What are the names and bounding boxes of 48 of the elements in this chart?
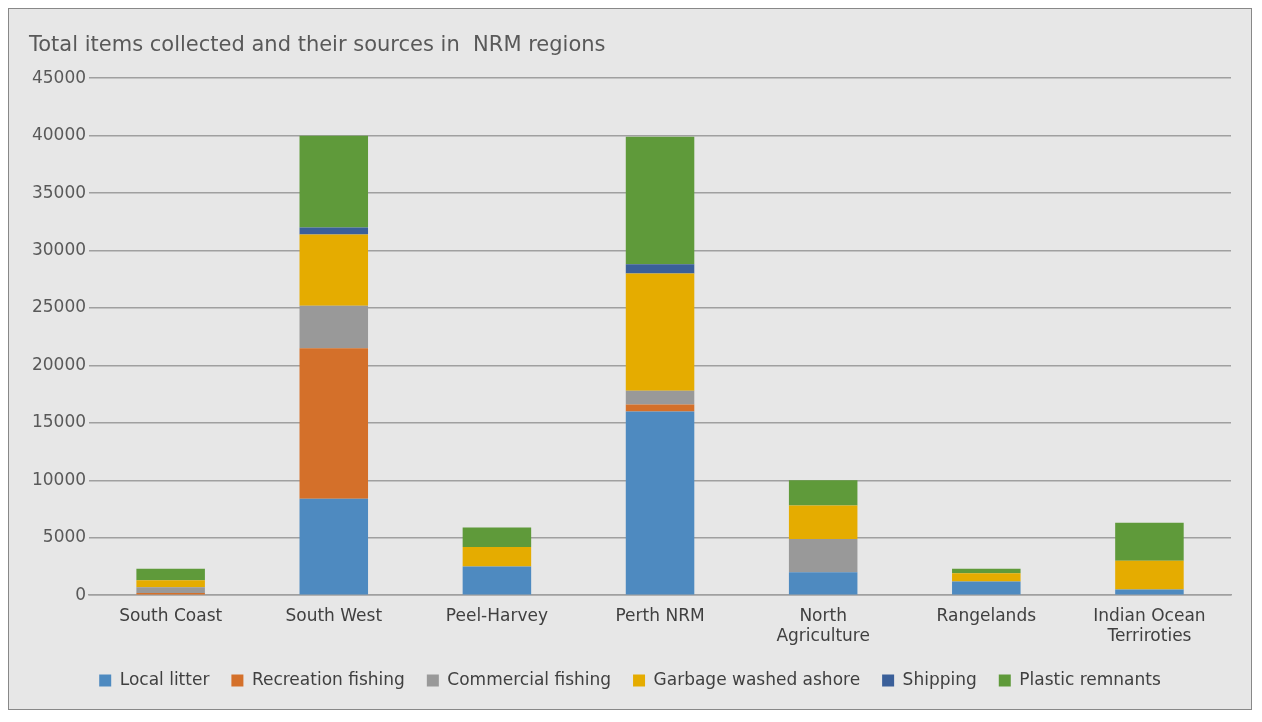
y-tick-label: 0 — [75, 583, 87, 604]
legend-label: Recreation fishing — [251, 668, 405, 689]
bar — [788, 538, 858, 573]
x-tick-label: North Agriculture — [776, 604, 870, 646]
chart-title: Total items collected and their sources in NRM regions — [28, 32, 606, 57]
bar — [1115, 589, 1184, 595]
bar — [299, 348, 369, 499]
legend-label: Garbage washed ashore — [653, 668, 861, 689]
legend-label: Commercial fishing — [447, 668, 612, 689]
bar — [625, 273, 695, 391]
y-tick-label: 25000 — [31, 296, 87, 317]
legend-label: Local litter — [119, 668, 210, 689]
y-tick-label: 45000 — [31, 66, 87, 87]
x-tick-label: South West — [285, 604, 383, 625]
legend-label: Shipping — [902, 668, 977, 689]
y-tick-label: 35000 — [31, 181, 87, 202]
bar — [1115, 560, 1184, 590]
bar — [788, 572, 858, 595]
y-tick-label: 30000 — [31, 238, 87, 259]
bar — [625, 136, 695, 265]
bar — [788, 505, 858, 539]
x-tick-label: Rangelands — [936, 604, 1037, 625]
bar — [462, 546, 532, 567]
x-tick-label: South Coast — [119, 604, 223, 625]
bar — [788, 480, 858, 506]
bar — [625, 411, 695, 595]
y-tick-label: 20000 — [31, 353, 87, 374]
bar — [625, 264, 695, 274]
bar — [952, 581, 1021, 595]
bar — [299, 135, 369, 228]
y-tick-label: 10000 — [31, 468, 87, 489]
bar — [136, 568, 205, 581]
y-tick-label: 40000 — [31, 124, 87, 145]
bar — [136, 580, 205, 588]
bar — [462, 566, 532, 595]
y-tick-label: 15000 — [31, 411, 87, 432]
bar — [1115, 522, 1184, 561]
bar — [299, 498, 369, 595]
y-tick-label: 5000 — [42, 526, 87, 547]
legend-label: Plastic remnants — [1019, 668, 1161, 689]
bar — [952, 573, 1021, 582]
x-tick-label: Peel-Harvey — [445, 604, 549, 625]
x-tick-label: Indian Ocean Terriroties — [1093, 604, 1206, 646]
bar — [625, 404, 695, 412]
bar — [625, 390, 695, 405]
x-tick-label: Perth NRM — [615, 604, 705, 625]
bar — [299, 234, 369, 306]
bar — [462, 527, 532, 547]
